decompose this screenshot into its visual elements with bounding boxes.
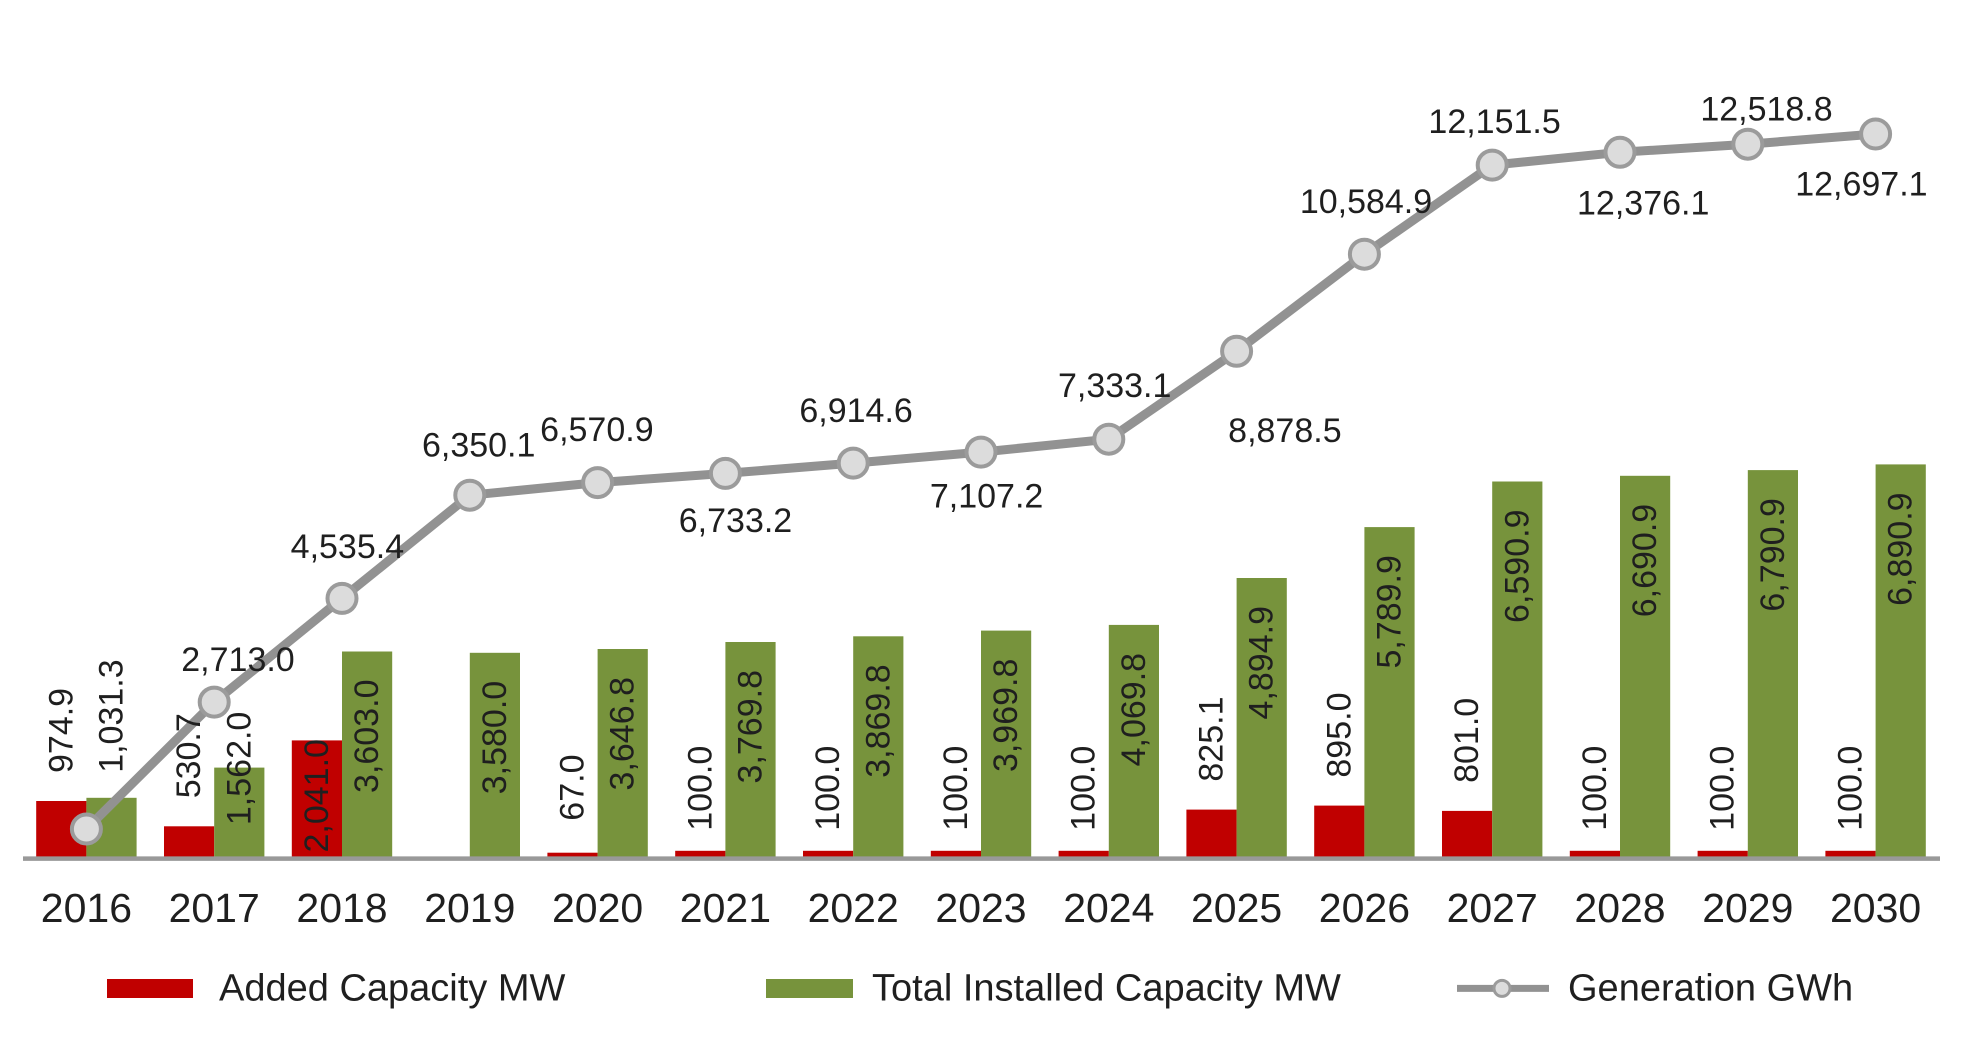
svg-text:2020: 2020 — [552, 885, 643, 931]
svg-text:2024: 2024 — [1063, 885, 1154, 931]
svg-text:3,580.0: 3,580.0 — [476, 681, 514, 794]
svg-text:Added Capacity MW: Added Capacity MW — [219, 968, 565, 1010]
svg-text:6,733.2: 6,733.2 — [679, 502, 792, 540]
svg-text:3,769.8: 3,769.8 — [732, 670, 770, 783]
svg-text:7,107.2: 7,107.2 — [930, 478, 1043, 516]
svg-text:100.0: 100.0 — [1065, 746, 1103, 831]
svg-text:12,151.5: 12,151.5 — [1428, 103, 1560, 141]
svg-text:67.0: 67.0 — [554, 755, 592, 821]
svg-text:2017: 2017 — [169, 885, 260, 931]
svg-text:2023: 2023 — [935, 885, 1026, 931]
svg-text:12,376.1: 12,376.1 — [1577, 184, 1709, 222]
svg-text:2027: 2027 — [1447, 885, 1538, 931]
svg-text:801.0: 801.0 — [1448, 698, 1486, 783]
svg-text:10,584.9: 10,584.9 — [1300, 183, 1432, 221]
svg-text:6,914.6: 6,914.6 — [799, 392, 912, 430]
svg-text:1,562.0: 1,562.0 — [220, 712, 258, 825]
svg-text:6,590.9: 6,590.9 — [1498, 510, 1536, 623]
svg-text:6,790.9: 6,790.9 — [1754, 498, 1792, 611]
svg-text:2028: 2028 — [1574, 885, 1665, 931]
svg-text:2029: 2029 — [1702, 885, 1793, 931]
svg-text:100.0: 100.0 — [1576, 746, 1614, 831]
svg-text:974.9: 974.9 — [42, 688, 80, 773]
svg-text:2030: 2030 — [1830, 885, 1921, 931]
svg-text:895.0: 895.0 — [1320, 693, 1358, 778]
svg-text:6,690.9: 6,690.9 — [1626, 504, 1664, 617]
svg-text:3,603.0: 3,603.0 — [348, 680, 386, 793]
svg-text:2,041.0: 2,041.0 — [298, 739, 336, 852]
svg-text:825.1: 825.1 — [1193, 697, 1231, 782]
svg-text:4,894.9: 4,894.9 — [1243, 606, 1281, 719]
svg-text:Total Installed Capacity MW: Total Installed Capacity MW — [872, 968, 1341, 1010]
svg-text:5,789.9: 5,789.9 — [1371, 555, 1409, 668]
svg-text:530.7: 530.7 — [170, 713, 208, 798]
svg-text:2021: 2021 — [680, 885, 771, 931]
svg-text:2018: 2018 — [296, 885, 387, 931]
svg-text:2022: 2022 — [808, 885, 899, 931]
svg-text:Generation GWh: Generation GWh — [1568, 968, 1853, 1010]
svg-text:2026: 2026 — [1319, 885, 1410, 931]
svg-text:3,869.8: 3,869.8 — [859, 664, 897, 777]
svg-text:2025: 2025 — [1191, 885, 1282, 931]
svg-text:100.0: 100.0 — [809, 746, 847, 831]
svg-text:6,570.9: 6,570.9 — [540, 411, 653, 449]
svg-text:6,890.9: 6,890.9 — [1882, 492, 1920, 605]
svg-text:8,878.5: 8,878.5 — [1228, 412, 1341, 450]
svg-text:100.0: 100.0 — [937, 746, 975, 831]
svg-text:1,031.3: 1,031.3 — [93, 659, 131, 772]
svg-text:3,969.8: 3,969.8 — [987, 659, 1025, 772]
svg-text:7,333.1: 7,333.1 — [1058, 367, 1171, 405]
svg-text:100.0: 100.0 — [681, 746, 719, 831]
svg-text:100.0: 100.0 — [1832, 746, 1870, 831]
svg-text:2019: 2019 — [424, 885, 515, 931]
svg-text:4,069.8: 4,069.8 — [1115, 653, 1153, 766]
svg-text:6,350.1: 6,350.1 — [422, 427, 535, 465]
svg-text:12,697.1: 12,697.1 — [1795, 165, 1927, 203]
svg-text:3,646.8: 3,646.8 — [604, 677, 642, 790]
svg-text:2016: 2016 — [41, 885, 132, 931]
svg-text:2,713.0: 2,713.0 — [181, 641, 294, 679]
svg-text:12,518.8: 12,518.8 — [1700, 90, 1832, 128]
svg-text:100.0: 100.0 — [1704, 746, 1742, 831]
svg-text:4,535.4: 4,535.4 — [291, 528, 404, 566]
